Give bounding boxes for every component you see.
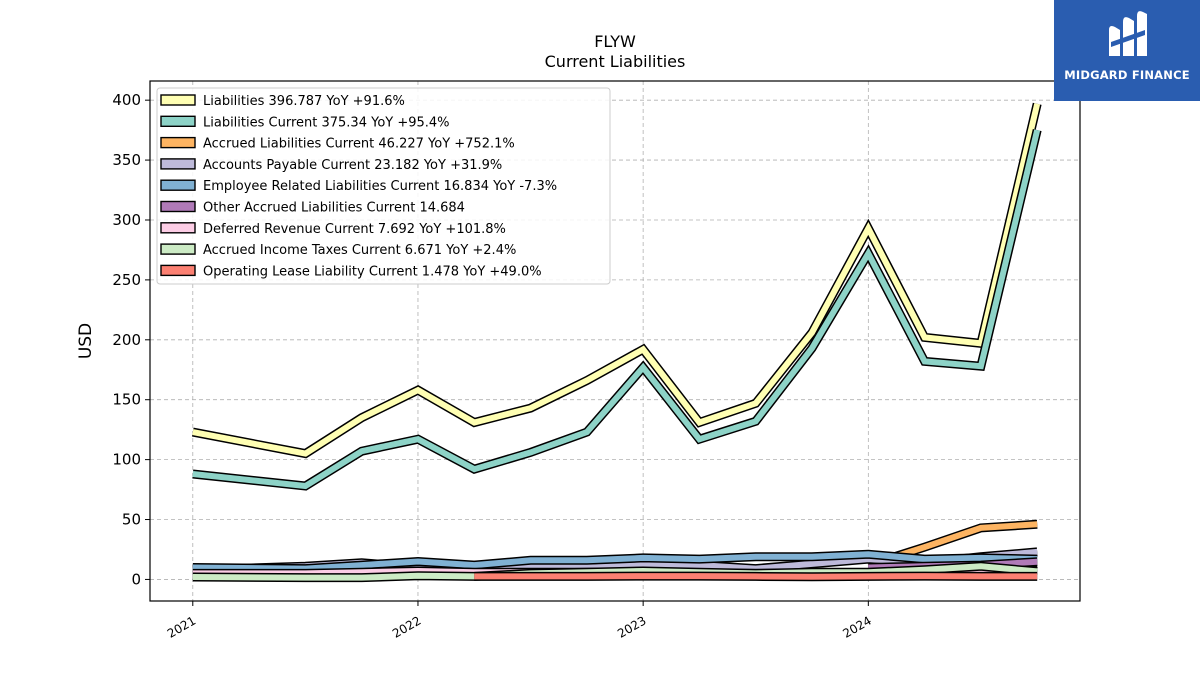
series-line <box>192 561 1038 583</box>
series-line-fill <box>192 129 1041 490</box>
y-axis-label: USD <box>76 323 96 359</box>
chart-subtitle: Current Liabilities <box>545 52 686 71</box>
y-tick-label: 400 <box>112 91 141 109</box>
legend-swatch <box>160 94 196 106</box>
legend-entry: Employee Related Liabilities Current 16.… <box>203 179 557 194</box>
legend-swatch <box>160 115 196 128</box>
legend-swatch <box>160 200 196 213</box>
x-axis-ticks: 2021 2022 2023 2024 <box>165 601 874 641</box>
legend-entry: Accrued Liabilities Current 46.227 YoY +… <box>203 137 515 152</box>
series-line-fill <box>474 573 1038 580</box>
y-tick-label: 100 <box>112 451 141 469</box>
legend-entry: Deferred Revenue Current 7.692 YoY +101.… <box>203 222 506 237</box>
series-line-fill <box>192 563 1038 581</box>
x-tick-label: 2023 <box>615 613 648 640</box>
series-line <box>191 102 1042 459</box>
series-line <box>474 571 1038 582</box>
legend-entry: Operating Lease Liability Current 1.478 … <box>203 264 542 279</box>
y-tick-label: 0 <box>131 570 141 588</box>
legend-swatch <box>160 222 196 234</box>
midgard-logo-icon <box>1109 11 1147 57</box>
legend-swatch <box>160 136 196 149</box>
x-tick-label: 2024 <box>840 613 873 640</box>
legend-entry: Accounts Payable Current 23.182 YoY +31.… <box>203 158 502 173</box>
y-tick-label: 300 <box>112 211 141 229</box>
y-tick-label: 250 <box>112 271 141 289</box>
legend-swatch <box>160 158 196 170</box>
legend-entry: Liabilities Current 375.34 YoY +95.4% <box>203 115 450 130</box>
legend-swatch <box>160 264 196 277</box>
legend-entry: Accrued Income Taxes Current 6.671 YoY +… <box>203 243 516 258</box>
plot-frame <box>149 80 1081 602</box>
series-line <box>192 129 1042 491</box>
y-tick-label: 350 <box>112 151 141 169</box>
legend: Liabilities 396.787 YoY +91.6% Liabilitie… <box>156 87 611 285</box>
legend-swatch <box>160 179 196 191</box>
legend-entry: Other Accrued Liabilities Current 14.684 <box>203 201 465 216</box>
series-lines <box>191 102 1042 583</box>
legend-entry: Liabilities 396.787 YoY +91.6% <box>203 94 405 109</box>
y-tick-label: 150 <box>112 391 141 409</box>
series-line <box>192 549 1038 574</box>
series-line-fill <box>192 551 1038 572</box>
legend-box <box>156 87 611 285</box>
legend-swatch <box>160 243 196 255</box>
x-tick-label: 2021 <box>165 613 198 640</box>
y-tick-label: 50 <box>122 511 141 529</box>
x-tick-label: 2022 <box>390 613 423 640</box>
series-line-fill <box>192 103 1041 457</box>
y-tick-label: 200 <box>112 331 141 349</box>
y-axis-ticks: 0 50 100 150 200 250 300 350 400 <box>112 91 150 588</box>
brand-name: MIDGARD FINANCE <box>1064 68 1190 82</box>
chart-title: FLYW <box>594 32 636 51</box>
brand-logo: MIDGARD FINANCE <box>1054 0 1200 101</box>
